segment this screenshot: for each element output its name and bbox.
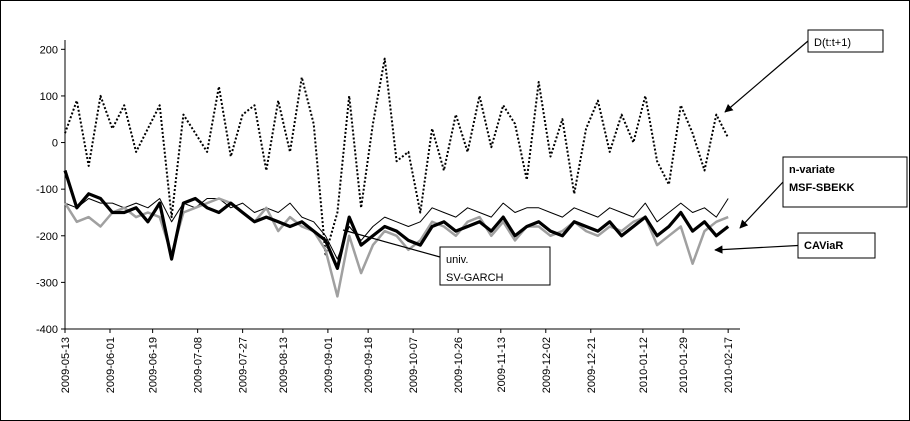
series-line — [64, 57, 730, 256]
annotation-arrow — [739, 181, 784, 229]
series-line — [64, 198, 729, 260]
legend-box — [807, 29, 884, 53]
annotation-arrow — [342, 229, 441, 258]
legend-label: CAViaR — [804, 240, 843, 252]
x-tick-label: 2010-02-17 — [723, 337, 735, 393]
x-tick-label: 2009-09-18 — [363, 337, 375, 393]
x-tick-label: 2009-12-02 — [541, 337, 553, 393]
y-tick-label: -300 — [36, 277, 58, 289]
annotation-arrow — [724, 40, 809, 113]
annotation-arrow — [714, 244, 799, 254]
x-tick-label: 2010-01-29 — [678, 337, 690, 393]
x-tick-label: 2009-10-07 — [408, 337, 420, 393]
x-tick-label: 2009-12-21 — [586, 337, 598, 393]
y-tick-label: 0 — [52, 138, 58, 150]
y-tick-label: -400 — [36, 324, 58, 336]
x-tick-label: 2009-06-19 — [148, 337, 160, 393]
y-tick-label: -100 — [36, 184, 58, 196]
legend-box — [439, 246, 551, 286]
legend-box — [782, 156, 908, 208]
y-tick-label: 100 — [40, 91, 58, 103]
series-line — [63, 170, 730, 270]
x-tick-label: 2009-10-26 — [453, 337, 465, 393]
legend-label: MSF-SBEKK — [789, 182, 854, 194]
x-tick-label: 2009-05-13 — [60, 337, 72, 393]
x-tick-label: 2009-09-01 — [323, 337, 335, 393]
y-tick-label: -200 — [36, 231, 58, 243]
x-tick-label: 2009-07-27 — [238, 337, 250, 393]
legend-label: D(t:t+1) — [814, 37, 851, 49]
x-tick-label: 2009-08-13 — [278, 337, 290, 393]
legend-label: SV-GARCH — [446, 272, 504, 284]
x-tick-label: 2009-06-01 — [105, 337, 117, 393]
legend-box — [797, 232, 876, 259]
legend-label: univ. — [446, 254, 468, 266]
x-tick-label: 2009-11-13 — [496, 337, 508, 392]
legend-label: n-variate — [789, 164, 835, 176]
x-tick-label: 2009-07-08 — [193, 337, 205, 393]
y-tick-label: 200 — [40, 44, 58, 56]
x-tick-label: 2010-01-12 — [638, 337, 650, 393]
